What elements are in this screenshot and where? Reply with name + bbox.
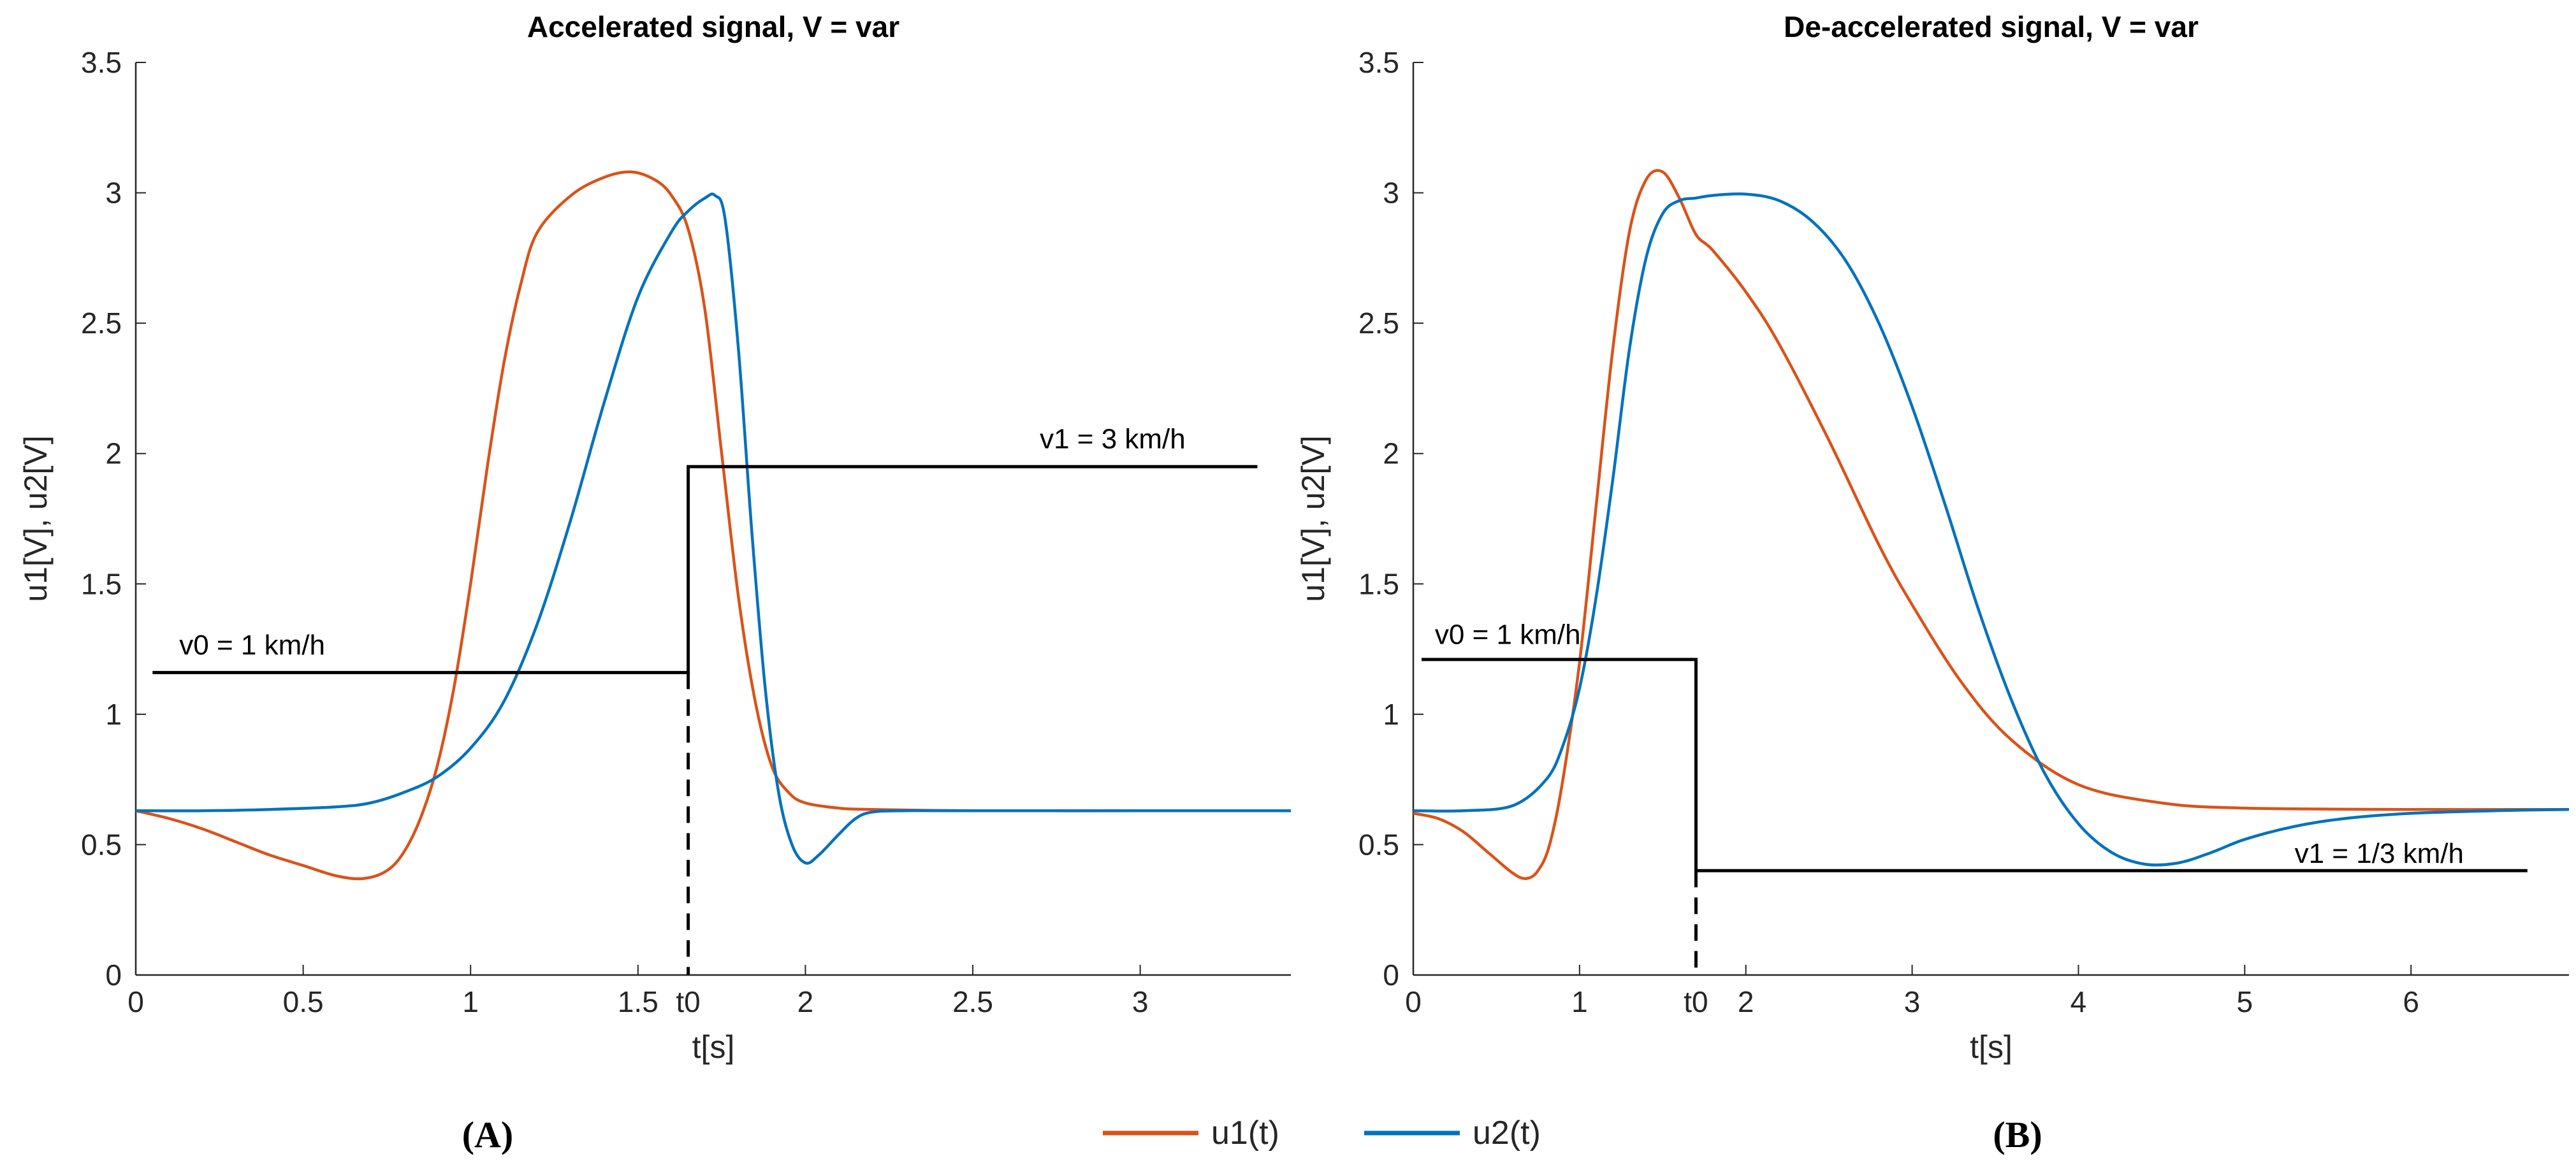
x-tick-label: 4 xyxy=(2070,985,2087,1018)
x-tick-label: 1.5 xyxy=(618,985,659,1018)
x-axis-label-b: t[s] xyxy=(1970,1029,2012,1065)
y-tick-label: 3.5 xyxy=(81,46,122,79)
velocity-step-line-a xyxy=(152,465,1258,674)
x-tick-label: 2 xyxy=(1738,985,1754,1018)
t0-label-b: t0 xyxy=(1684,985,1708,1018)
y-tick-label: 3.5 xyxy=(1358,46,1399,79)
y-tick-label: 2.5 xyxy=(81,307,122,340)
y-tick-label: 1.5 xyxy=(1358,567,1399,600)
chart-panel-b: 0 1 2 3 4 5 6 0 0.5 1 1.5 2 2.5 3 3.5 De-accelerated si… xyxy=(1295,10,2570,1065)
y-tick-label: 2 xyxy=(1383,437,1399,470)
x-tick-label: 3 xyxy=(1904,985,1921,1018)
v1-annotation-b: v1 = 1/3 km/h xyxy=(2295,838,2464,869)
x-tick-label: 1 xyxy=(1571,985,1588,1018)
series-line-u2-a xyxy=(135,192,1291,865)
y-axis-label-a: u1[V], u2[V] xyxy=(18,435,54,602)
y-tick-label: 1 xyxy=(1383,698,1399,731)
x-tick-label: 2.5 xyxy=(952,985,993,1018)
y-tick-label: 3 xyxy=(1383,177,1399,210)
y-tick-label: 2.5 xyxy=(1358,307,1399,340)
x-tick-label: 1 xyxy=(462,985,479,1018)
velocity-step-line-b xyxy=(1422,658,2528,872)
y-axis-label-b: u1[V], u2[V] xyxy=(1295,435,1331,602)
x-tick-label: 3 xyxy=(1132,985,1149,1018)
x-tick-label: 0 xyxy=(127,985,144,1018)
legend-label-u2: u2(t) xyxy=(1473,1115,1541,1152)
y-tick-label: 1 xyxy=(105,698,122,731)
series-line-u1-b xyxy=(1413,169,2570,880)
y-tick-label: 3 xyxy=(105,177,122,210)
y-tick-label: 1.5 xyxy=(81,567,122,600)
v0-annotation-a: v0 = 1 km/h xyxy=(179,630,325,661)
chart-panel-a: 0 0.5 1 1.5 2 2.5 3 0 0.5 1 1.5 2 2.5 3 3.5 Accelerated… xyxy=(18,10,1291,1065)
y-tick-label: 0 xyxy=(1383,958,1399,992)
panel-label-a: (A) xyxy=(462,1114,514,1155)
v0-annotation-b: v0 = 1 km/h xyxy=(1435,619,1581,650)
chart-title-a: Accelerated signal, V = var xyxy=(527,10,899,43)
legend: u1(t) u2(t) xyxy=(1103,1115,1541,1152)
x-axis-label-a: t[s] xyxy=(692,1029,735,1065)
x-tick-label: 0.5 xyxy=(283,985,324,1018)
y-tick-label: 2 xyxy=(105,437,122,470)
x-tick-label: 6 xyxy=(2403,985,2419,1018)
y-tick-label: 0.5 xyxy=(81,828,122,861)
chart-title-b: De-accelerated signal, V = var xyxy=(1784,10,2199,43)
x-tick-label: 2 xyxy=(797,985,814,1018)
series-line-u2-b xyxy=(1413,192,2570,867)
v1-annotation-a: v1 = 3 km/h xyxy=(1040,424,1186,455)
y-tick-label: 0.5 xyxy=(1358,828,1399,861)
x-tick-label: 0 xyxy=(1405,985,1422,1018)
x-tick-label: 5 xyxy=(2237,985,2253,1018)
y-tick-label: 0 xyxy=(105,958,122,992)
panel-label-b: (B) xyxy=(1993,1114,2042,1155)
legend-label-u1: u1(t) xyxy=(1211,1115,1279,1152)
t0-label-a: t0 xyxy=(676,985,700,1018)
series-line-u1-a xyxy=(135,170,1291,881)
